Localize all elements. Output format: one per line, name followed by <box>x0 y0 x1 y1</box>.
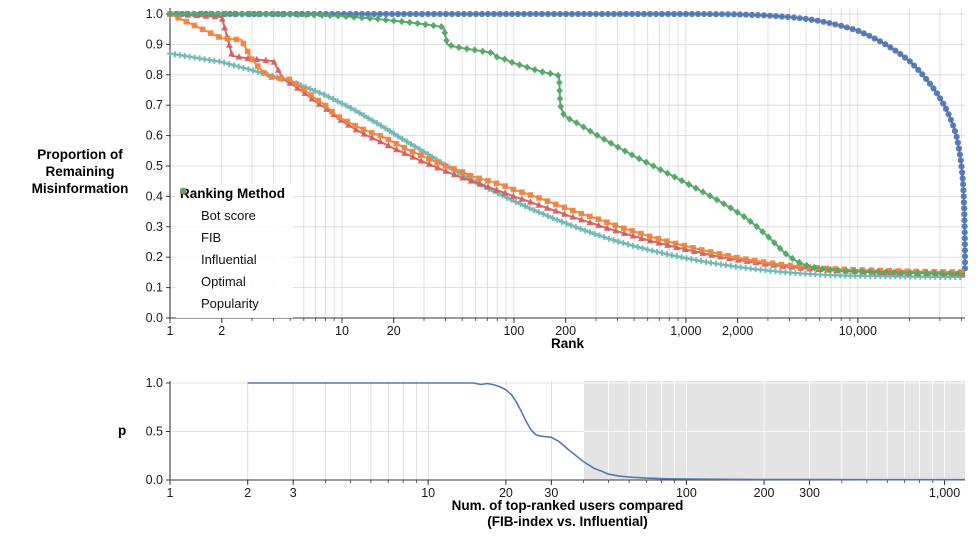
svg-text:2,000: 2,000 <box>722 324 753 338</box>
svg-text:100: 100 <box>676 486 697 500</box>
legend-label: Popularity <box>201 295 259 311</box>
svg-text:1.0: 1.0 <box>146 7 163 21</box>
legend-label: Bot score <box>201 207 256 223</box>
legend-item-fib: FIB <box>180 188 285 248</box>
legend: Ranking Method Bot score FIB Influential… <box>176 184 293 318</box>
svg-text:2: 2 <box>244 486 251 500</box>
svg-text:300: 300 <box>799 486 820 500</box>
y-axis-label-top: Proportion of Remaining Misinformation <box>31 147 129 196</box>
svg-text:30: 30 <box>544 486 558 500</box>
legend-title: Ranking Method <box>180 186 285 201</box>
svg-text:0.1: 0.1 <box>146 281 163 295</box>
svg-text:0.3: 0.3 <box>146 220 163 234</box>
svg-text:200: 200 <box>555 324 576 338</box>
legend-item-popularity: Popularity <box>179 187 285 314</box>
svg-text:0.2: 0.2 <box>146 250 163 264</box>
svg-text:10: 10 <box>335 324 349 338</box>
legend-item-influential: Influential <box>179 187 285 270</box>
svg-text:10,000: 10,000 <box>839 324 877 338</box>
svg-text:0.5: 0.5 <box>146 425 163 439</box>
svg-text:20: 20 <box>499 486 513 500</box>
legend-item-bot-score: Bot score <box>179 187 285 226</box>
svg-text:0.0: 0.0 <box>146 473 163 487</box>
svg-text:0.5: 0.5 <box>146 159 163 173</box>
circle-marker-icon <box>179 187 194 222</box>
svg-text:2: 2 <box>218 324 225 338</box>
svg-text:0.7: 0.7 <box>146 98 163 112</box>
svg-text:1.0: 1.0 <box>146 376 163 390</box>
svg-text:0.9: 0.9 <box>146 37 163 51</box>
svg-text:200: 200 <box>754 486 775 500</box>
significance-shade-region <box>583 381 965 480</box>
svg-text:0.4: 0.4 <box>146 189 163 203</box>
y-axis-label-bottom: p <box>118 423 127 438</box>
svg-text:0.0: 0.0 <box>146 311 163 325</box>
triangle-marker-icon <box>179 187 194 266</box>
square-marker-icon <box>180 188 194 244</box>
svg-text:1: 1 <box>167 486 174 500</box>
legend-item-optimal: Optimal <box>180 188 285 292</box>
svg-text:3: 3 <box>290 486 297 500</box>
x-axis-label-bottom: Num. of top-ranked users compared (FIB-i… <box>451 498 684 529</box>
plus-marker-icon <box>180 188 194 288</box>
legend-label: FIB <box>201 229 222 245</box>
svg-text:1,000: 1,000 <box>929 486 960 500</box>
svg-text:1,000: 1,000 <box>670 324 701 338</box>
x-axis-label-top: Rank <box>550 336 584 351</box>
svg-text:10: 10 <box>421 486 435 500</box>
svg-text:20: 20 <box>387 324 401 338</box>
legend-label: Optimal <box>201 273 246 289</box>
svg-text:0.8: 0.8 <box>146 68 163 82</box>
svg-text:100: 100 <box>503 324 524 338</box>
diamond-marker-icon <box>179 187 194 310</box>
legend-label: Influential <box>201 251 257 267</box>
svg-text:0.6: 0.6 <box>146 129 163 143</box>
svg-text:1: 1 <box>167 324 174 338</box>
